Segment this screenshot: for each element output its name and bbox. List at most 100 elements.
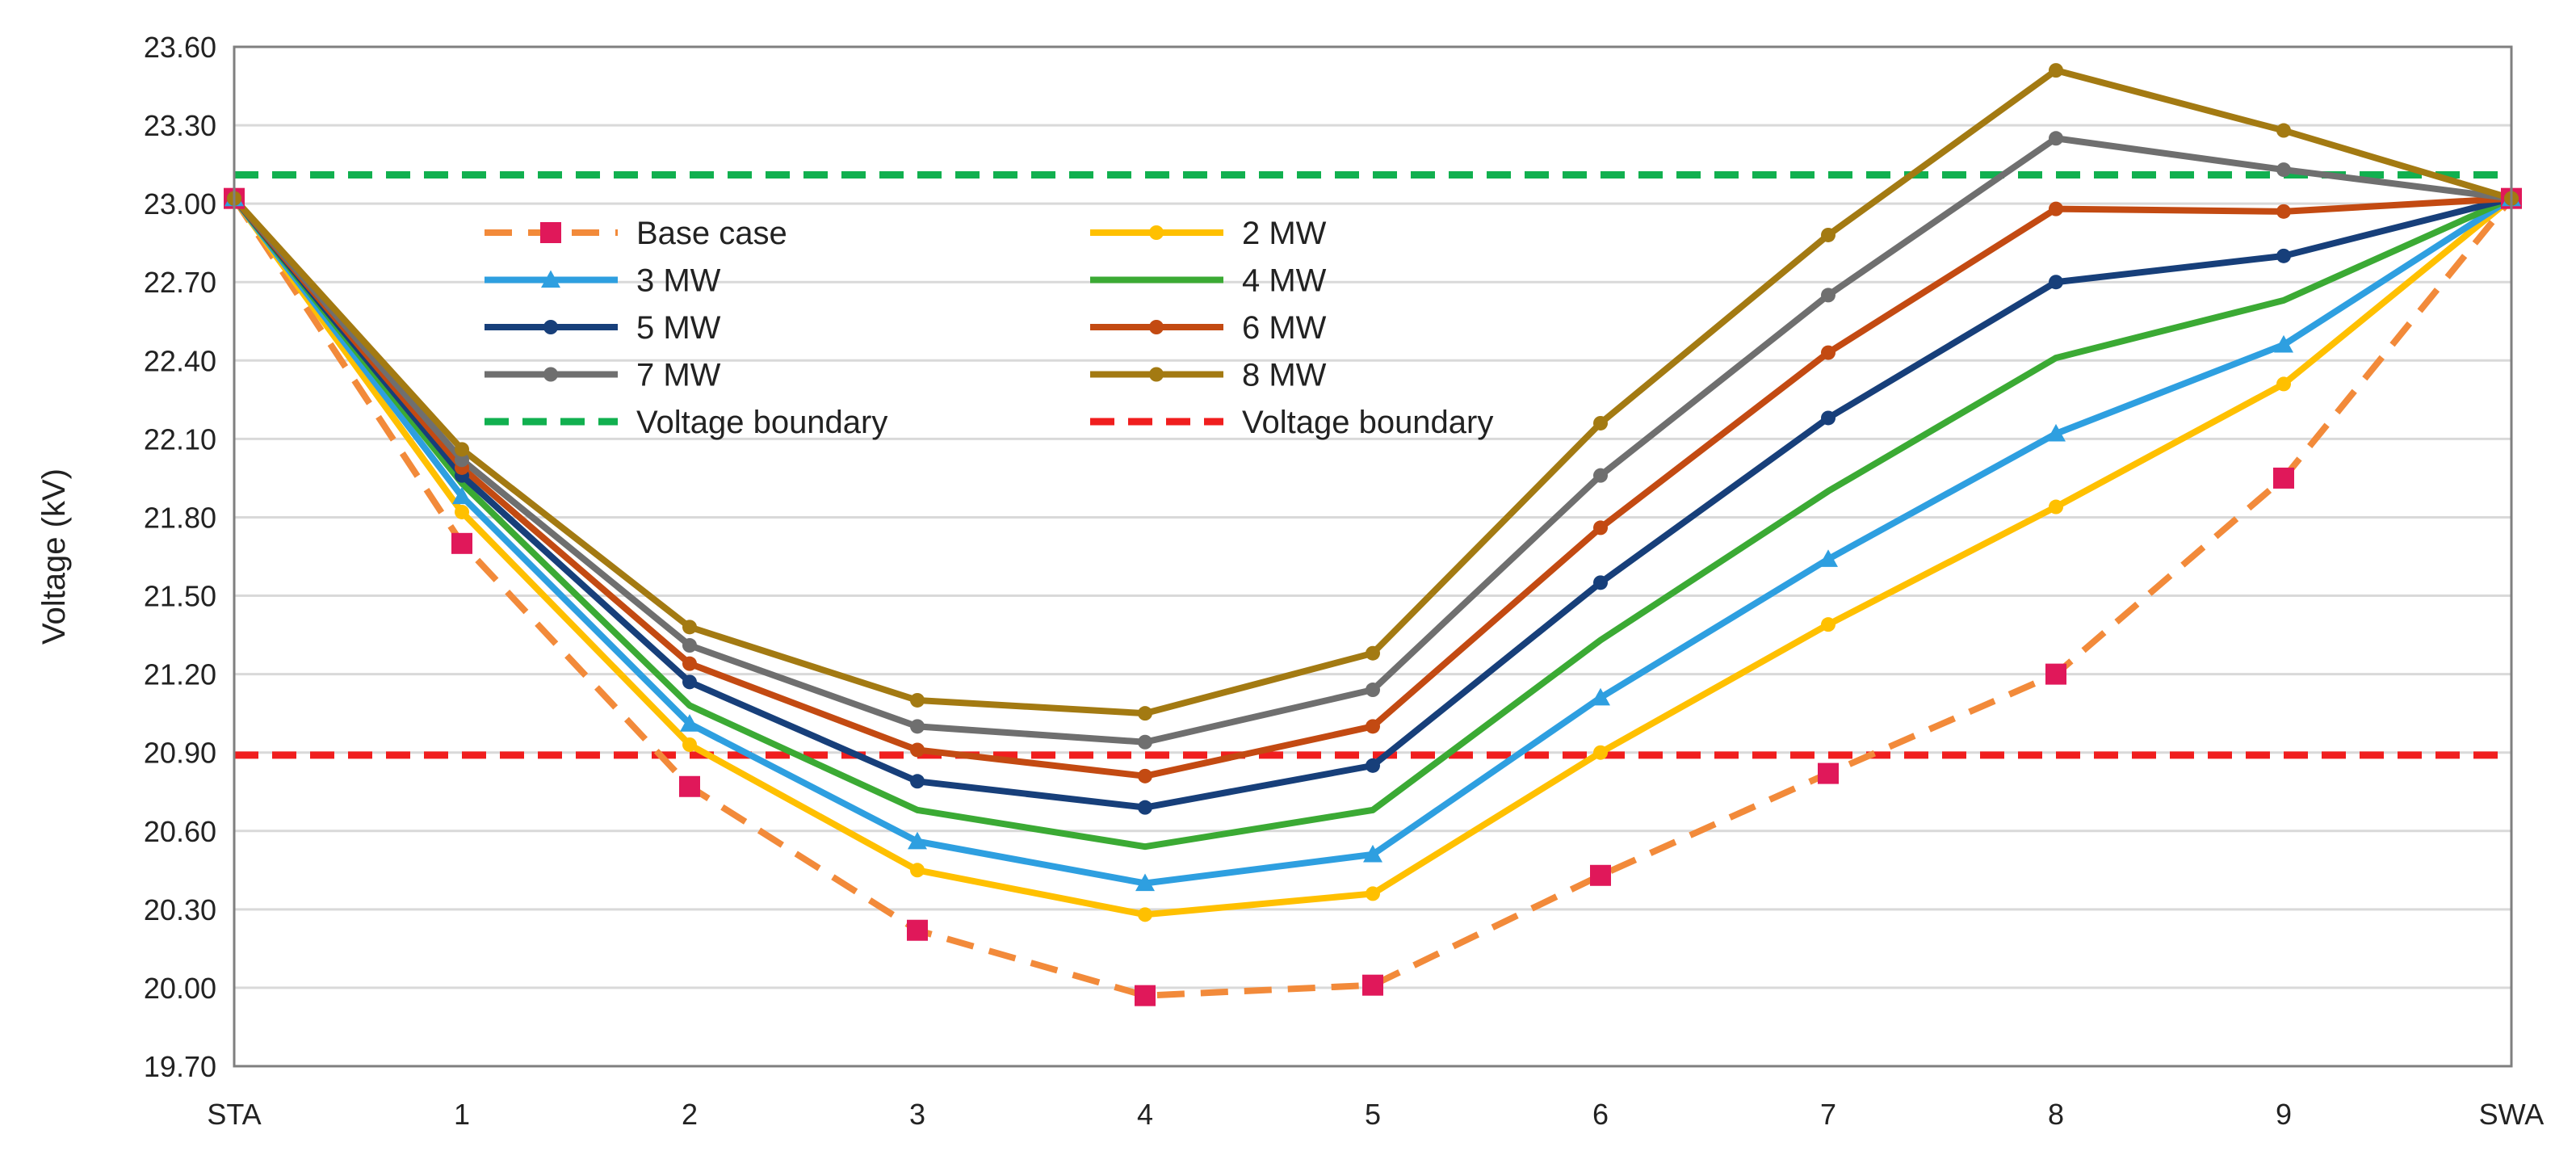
legend-marker: [541, 270, 560, 288]
legend-label: Voltage boundary: [1242, 405, 1493, 440]
data-point-marker: [1362, 974, 1383, 996]
legend: Base case 2 MW 3 MW 4 MW 5 MW 6 MW 7 MW 8 MW Vol…: [485, 216, 1493, 440]
legend-label: 5 MW: [636, 310, 721, 346]
data-point-marker: [910, 742, 925, 758]
data-point-marker: [682, 674, 697, 690]
y-tick-label: 23.00: [144, 187, 216, 221]
data-point-marker: [2049, 201, 2063, 216]
legend-marker: [540, 222, 561, 243]
data-point-marker: [910, 863, 925, 878]
data-point-marker: [2276, 376, 2291, 392]
data-point-marker: [1593, 575, 1608, 590]
legend-label: 8 MW: [1242, 358, 1327, 393]
legend-label: 7 MW: [636, 358, 721, 393]
data-point-marker: [455, 442, 469, 457]
x-tick-label: 1: [454, 1098, 470, 1131]
legend-marker: [1149, 225, 1164, 240]
y-tick-label: 21.20: [144, 658, 216, 691]
data-point-marker: [2049, 499, 2063, 515]
legend-marker: [1149, 320, 1164, 334]
series-line-base-case: [231, 196, 2515, 999]
data-point-marker: [1819, 549, 1838, 567]
reference-lines: [234, 171, 2511, 759]
x-tick-label: 5: [1365, 1098, 1381, 1131]
data-point-marker: [679, 775, 700, 797]
legend-entry: Voltage boundary: [1090, 405, 1493, 440]
y-tick-label: 20.00: [144, 972, 216, 1005]
x-tick-label: STA: [207, 1098, 261, 1131]
legend-label: Voltage boundary: [636, 405, 887, 440]
data-point-marker: [907, 919, 928, 941]
data-point-marker: [2274, 334, 2293, 353]
y-tick-label: 19.70: [144, 1050, 216, 1083]
y-axis-title: Voltage (kV): [36, 468, 72, 645]
data-point-marker: [452, 486, 472, 505]
y-tick-labels: 19.70 20.00 20.30 20.60 20.90 21.20 21.50 21.80…: [144, 31, 216, 1083]
y-tick-label: 20.30: [144, 893, 216, 926]
y-tick-label: 23.30: [144, 109, 216, 142]
legend-entry: 8 MW: [1090, 358, 1327, 393]
data-point-marker: [1821, 410, 1836, 426]
series-line-4-mw: [231, 195, 2513, 851]
x-tick-label: 2: [682, 1098, 698, 1131]
legend-label: 4 MW: [1242, 263, 1327, 299]
y-tick-label: 22.40: [144, 344, 216, 377]
legend-entry: 2 MW: [1090, 216, 1327, 251]
data-point-marker: [1138, 907, 1152, 922]
data-point-marker: [1135, 873, 1155, 892]
data-point-marker: [1138, 734, 1152, 750]
data-point-marker: [1821, 288, 1836, 303]
x-tick-labels: STA 1 2 3 4 5 6 7 8 9 SWA: [207, 1098, 2544, 1131]
x-tick-label: 3: [909, 1098, 925, 1131]
data-point-marker: [1590, 864, 1611, 886]
legend-entry: 3 MW: [485, 263, 721, 299]
x-tick-label: 4: [1137, 1098, 1153, 1131]
data-point-marker: [1591, 687, 1610, 706]
x-tick-label: 6: [1592, 1098, 1609, 1131]
data-point-marker: [451, 532, 472, 554]
data-point-marker: [2046, 423, 2066, 442]
data-point-marker: [682, 737, 697, 752]
legend-marker: [543, 367, 558, 382]
data-point-marker: [682, 656, 697, 671]
data-point-marker: [1593, 415, 1608, 431]
data-point-marker: [2276, 162, 2291, 178]
data-point-marker: [455, 504, 469, 519]
x-tick-label: SWA: [2479, 1098, 2545, 1131]
legend-marker: [543, 320, 558, 334]
data-point-marker: [1821, 227, 1836, 242]
legend-label: 2 MW: [1242, 216, 1327, 251]
data-point-marker: [680, 714, 699, 732]
data-point-marker: [1138, 800, 1152, 815]
data-point-marker: [1593, 468, 1608, 483]
data-point-marker: [1366, 683, 1380, 698]
legend-label: 3 MW: [636, 263, 721, 299]
data-point-marker: [1593, 520, 1608, 536]
data-point-marker: [455, 452, 469, 468]
x-tick-label: 8: [2048, 1098, 2064, 1131]
legend-entry: 5 MW: [485, 310, 721, 346]
data-point-marker: [910, 774, 925, 789]
data-point-marker: [1821, 345, 1836, 360]
data-point-marker: [910, 692, 925, 708]
data-point-marker: [1366, 719, 1380, 734]
data-point-marker: [1138, 706, 1152, 721]
data-point-marker: [1821, 617, 1836, 632]
legend-entry: 4 MW: [1090, 263, 1327, 299]
data-point-marker: [910, 719, 925, 734]
legend-entry: 6 MW: [1090, 310, 1327, 346]
y-tick-label: 23.60: [144, 31, 216, 64]
data-point-marker: [1593, 745, 1608, 760]
data-point-marker: [682, 620, 697, 635]
legend-marker: [1149, 367, 1164, 382]
legend-label: Base case: [636, 216, 787, 251]
y-tick-label: 22.10: [144, 422, 216, 456]
data-point-marker: [1366, 645, 1380, 661]
data-point-marker: [1366, 758, 1380, 773]
legend-entry: 7 MW: [485, 358, 721, 393]
data-point-marker: [1818, 762, 1839, 784]
y-tick-label: 21.50: [144, 580, 216, 613]
data-point-marker: [2045, 663, 2066, 685]
